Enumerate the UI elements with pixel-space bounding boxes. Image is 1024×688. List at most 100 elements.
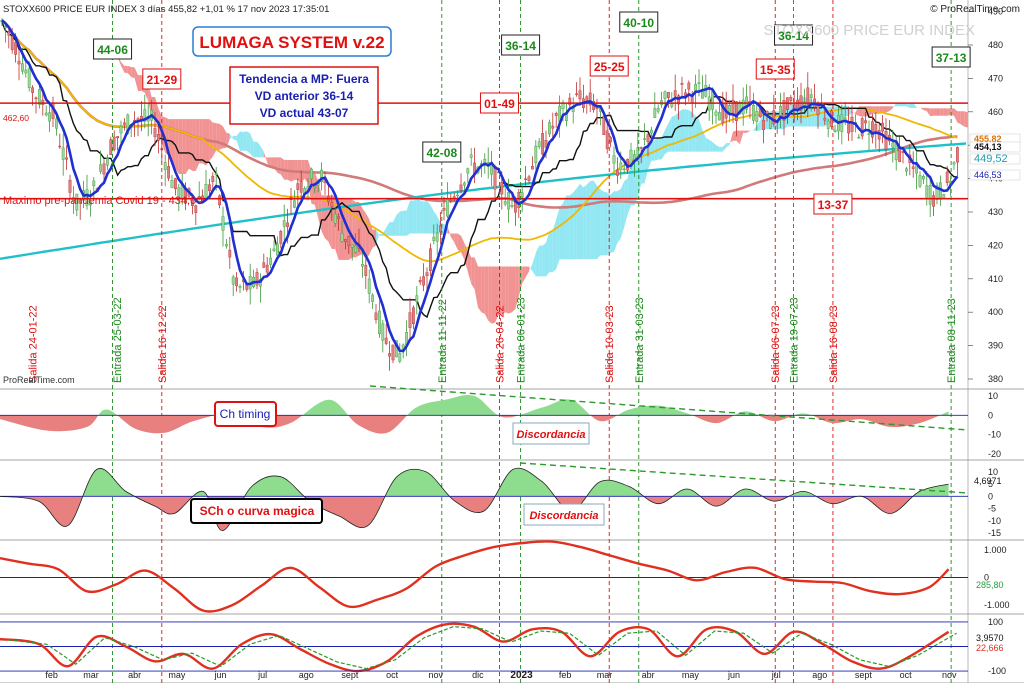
y-tick-label: 10 [988,391,998,401]
kumo-segment [692,112,695,151]
candle-body [728,105,730,112]
signal-label: 36-14 [505,39,536,53]
kumo-segment [560,203,563,259]
candle-body [688,83,690,89]
candle-body [368,279,370,294]
maximo-label: Maximo pre-pandemia Covid 19 - 434,00 [3,195,202,207]
candle-body [616,170,618,175]
candle-body [657,108,659,111]
kumo-segment [379,234,382,236]
kumo-segment [566,195,569,259]
vertical-trade-label: Entrada 08-11-23 [946,298,958,383]
kumo-segment [689,110,692,152]
candle-body [348,236,350,245]
candle-body [654,108,656,117]
candle-body [433,237,435,241]
candle-body [735,102,737,121]
vertical-trade-label: Salida 26-04-22 [494,305,506,383]
kumo-segment [539,246,542,277]
candle-body [762,120,764,130]
vertical-trade-label: Salida 24-01-22 [27,305,39,383]
kumo-segment [563,195,566,259]
candle-body [898,148,900,161]
candle-body [518,192,520,208]
x-tick-label: 2023 [510,670,533,681]
brand-label: © ProRealTime.com [930,4,1020,15]
candle-body [93,181,95,186]
candle-body [45,113,47,115]
system-title: LUMAGA SYSTEM v.22 [199,33,384,52]
signal-label: 21-29 [146,73,177,87]
chart-title: STOXX600 PRICE EUR INDEX 3 días 455,82 +… [3,4,329,15]
vertical-trade-label: Salida 16-12-22 [157,305,169,383]
candle-body [929,185,931,204]
candle-body [858,137,860,138]
candle-body [280,231,282,243]
price-tag-label: 446,53 [974,170,1002,180]
candle-body [103,164,105,174]
candle-body [606,131,608,149]
kumo-segment [481,267,484,314]
candle-body [361,264,363,266]
candle-body [548,122,550,133]
candle-body [575,94,577,95]
y-tick-label: 400 [988,307,1003,317]
kumo-segment [682,109,685,151]
candle-body [157,134,159,140]
x-tick-label: ago [299,670,314,680]
sch-label: SCh o curva magica [200,504,315,518]
candle-body [14,42,16,54]
kumo-segment [580,184,583,259]
candle-body [521,193,523,197]
candle-body [538,142,540,147]
signal-label: 25-25 [594,60,625,74]
candle-body [460,185,462,190]
x-tick-label: jul [771,670,781,680]
signal-label: 42-08 [426,146,457,160]
kumo-segment [243,131,246,150]
candle-body [953,163,955,164]
x-tick-label: jun [213,670,226,680]
kumo-segment [590,181,593,260]
candle-body [208,185,210,191]
kumo-segment [957,111,960,124]
candle-body [378,311,380,334]
candle-body [371,295,373,302]
kumo-segment [872,106,875,113]
kumo-segment [138,75,141,91]
vertical-trade-label: Entrada 19-07-23 [789,297,801,383]
candle-body [919,175,921,186]
candle-body [939,183,941,200]
kumo-segment [617,189,620,243]
kumo-segment [182,119,185,174]
candle-body [215,173,217,174]
kumo-segment [277,157,280,174]
candle-body [851,117,853,131]
x-tick-label: sept [855,670,873,680]
kumo-segment [410,201,413,234]
candle-body [116,136,118,137]
kumo-segment [192,119,195,171]
candle-body [922,176,924,179]
candle-body [4,26,6,27]
osc2-value-label: 22,666 [976,643,1004,653]
candle-body [385,338,387,344]
kumo-segment [403,210,406,235]
kumo-segment [577,184,580,259]
kumo-segment [675,112,678,152]
vertical-trade-label: Entrada 31-03-23 [634,297,646,383]
kumo-segment [947,108,950,115]
candle-body [174,178,176,188]
candle-body [834,130,836,132]
candle-body [25,70,27,73]
candle-body [48,113,50,122]
candle-body [229,250,231,257]
candle-body [341,233,343,241]
candle-body [885,131,887,149]
discordancia-label-2: Discordancia [529,510,598,522]
candle-body [494,166,496,189]
candle-body [382,324,384,341]
y-tick-label: -5 [988,504,996,514]
